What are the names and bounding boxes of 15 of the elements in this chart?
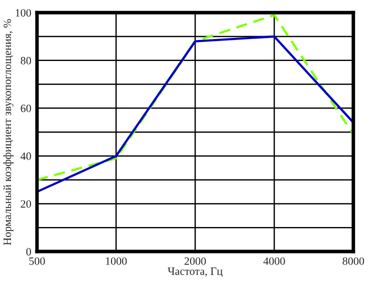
x-tick-label: 1000	[106, 257, 127, 265]
y-tick-label: 80	[20, 56, 32, 64]
x-axis-title: Частота, Гц	[168, 268, 222, 277]
y-tick-label: 0	[26, 248, 32, 256]
y-tick-label: 100	[16, 9, 32, 17]
y-tick-label: 40	[20, 152, 32, 160]
y-axis-title: Нормальный коэффициент звукопоглощения, %	[3, 19, 14, 246]
x-tick-label: 4000	[263, 257, 285, 265]
x-tick-label: 2000	[184, 257, 206, 265]
y-tick-label: 60	[20, 104, 32, 112]
line-series	[37, 14, 354, 181]
x-tick-label: 8000	[342, 257, 364, 265]
x-tick-label: 500	[29, 257, 45, 265]
line-series	[37, 35, 354, 193]
y-tick-label: 20	[20, 200, 32, 208]
